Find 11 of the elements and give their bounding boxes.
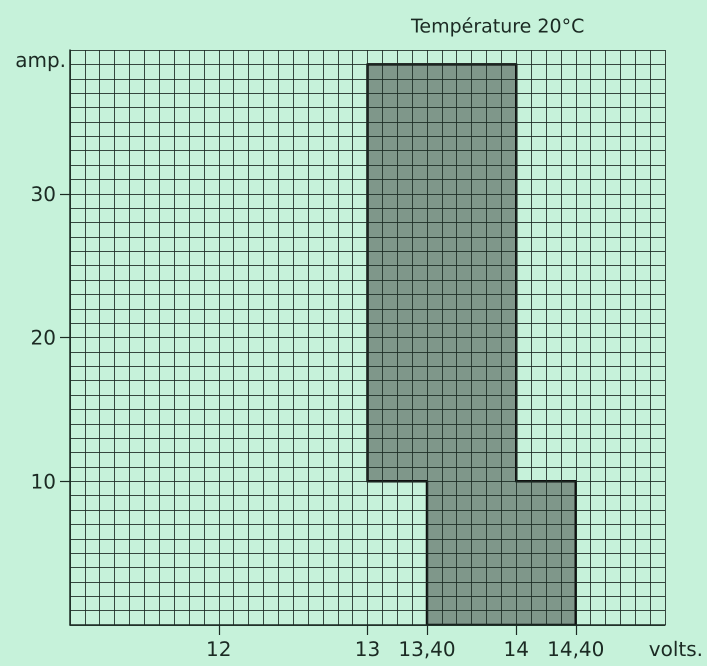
x-axis-title: volts.	[648, 637, 703, 661]
x-tick-label: 12	[206, 637, 232, 661]
y-tick-label: 20	[30, 326, 56, 350]
y-tick-label: 10	[30, 469, 56, 494]
x-tick-label: 13,40	[398, 637, 456, 661]
x-tick-label: 13	[354, 637, 380, 661]
chart-title: Température 20°C	[410, 16, 584, 38]
y-axis-title: amp.	[15, 48, 66, 72]
y-tick-label: 30	[30, 182, 56, 206]
x-tick-label: 14	[504, 637, 529, 661]
x-tick-label: 14,40	[547, 637, 604, 661]
